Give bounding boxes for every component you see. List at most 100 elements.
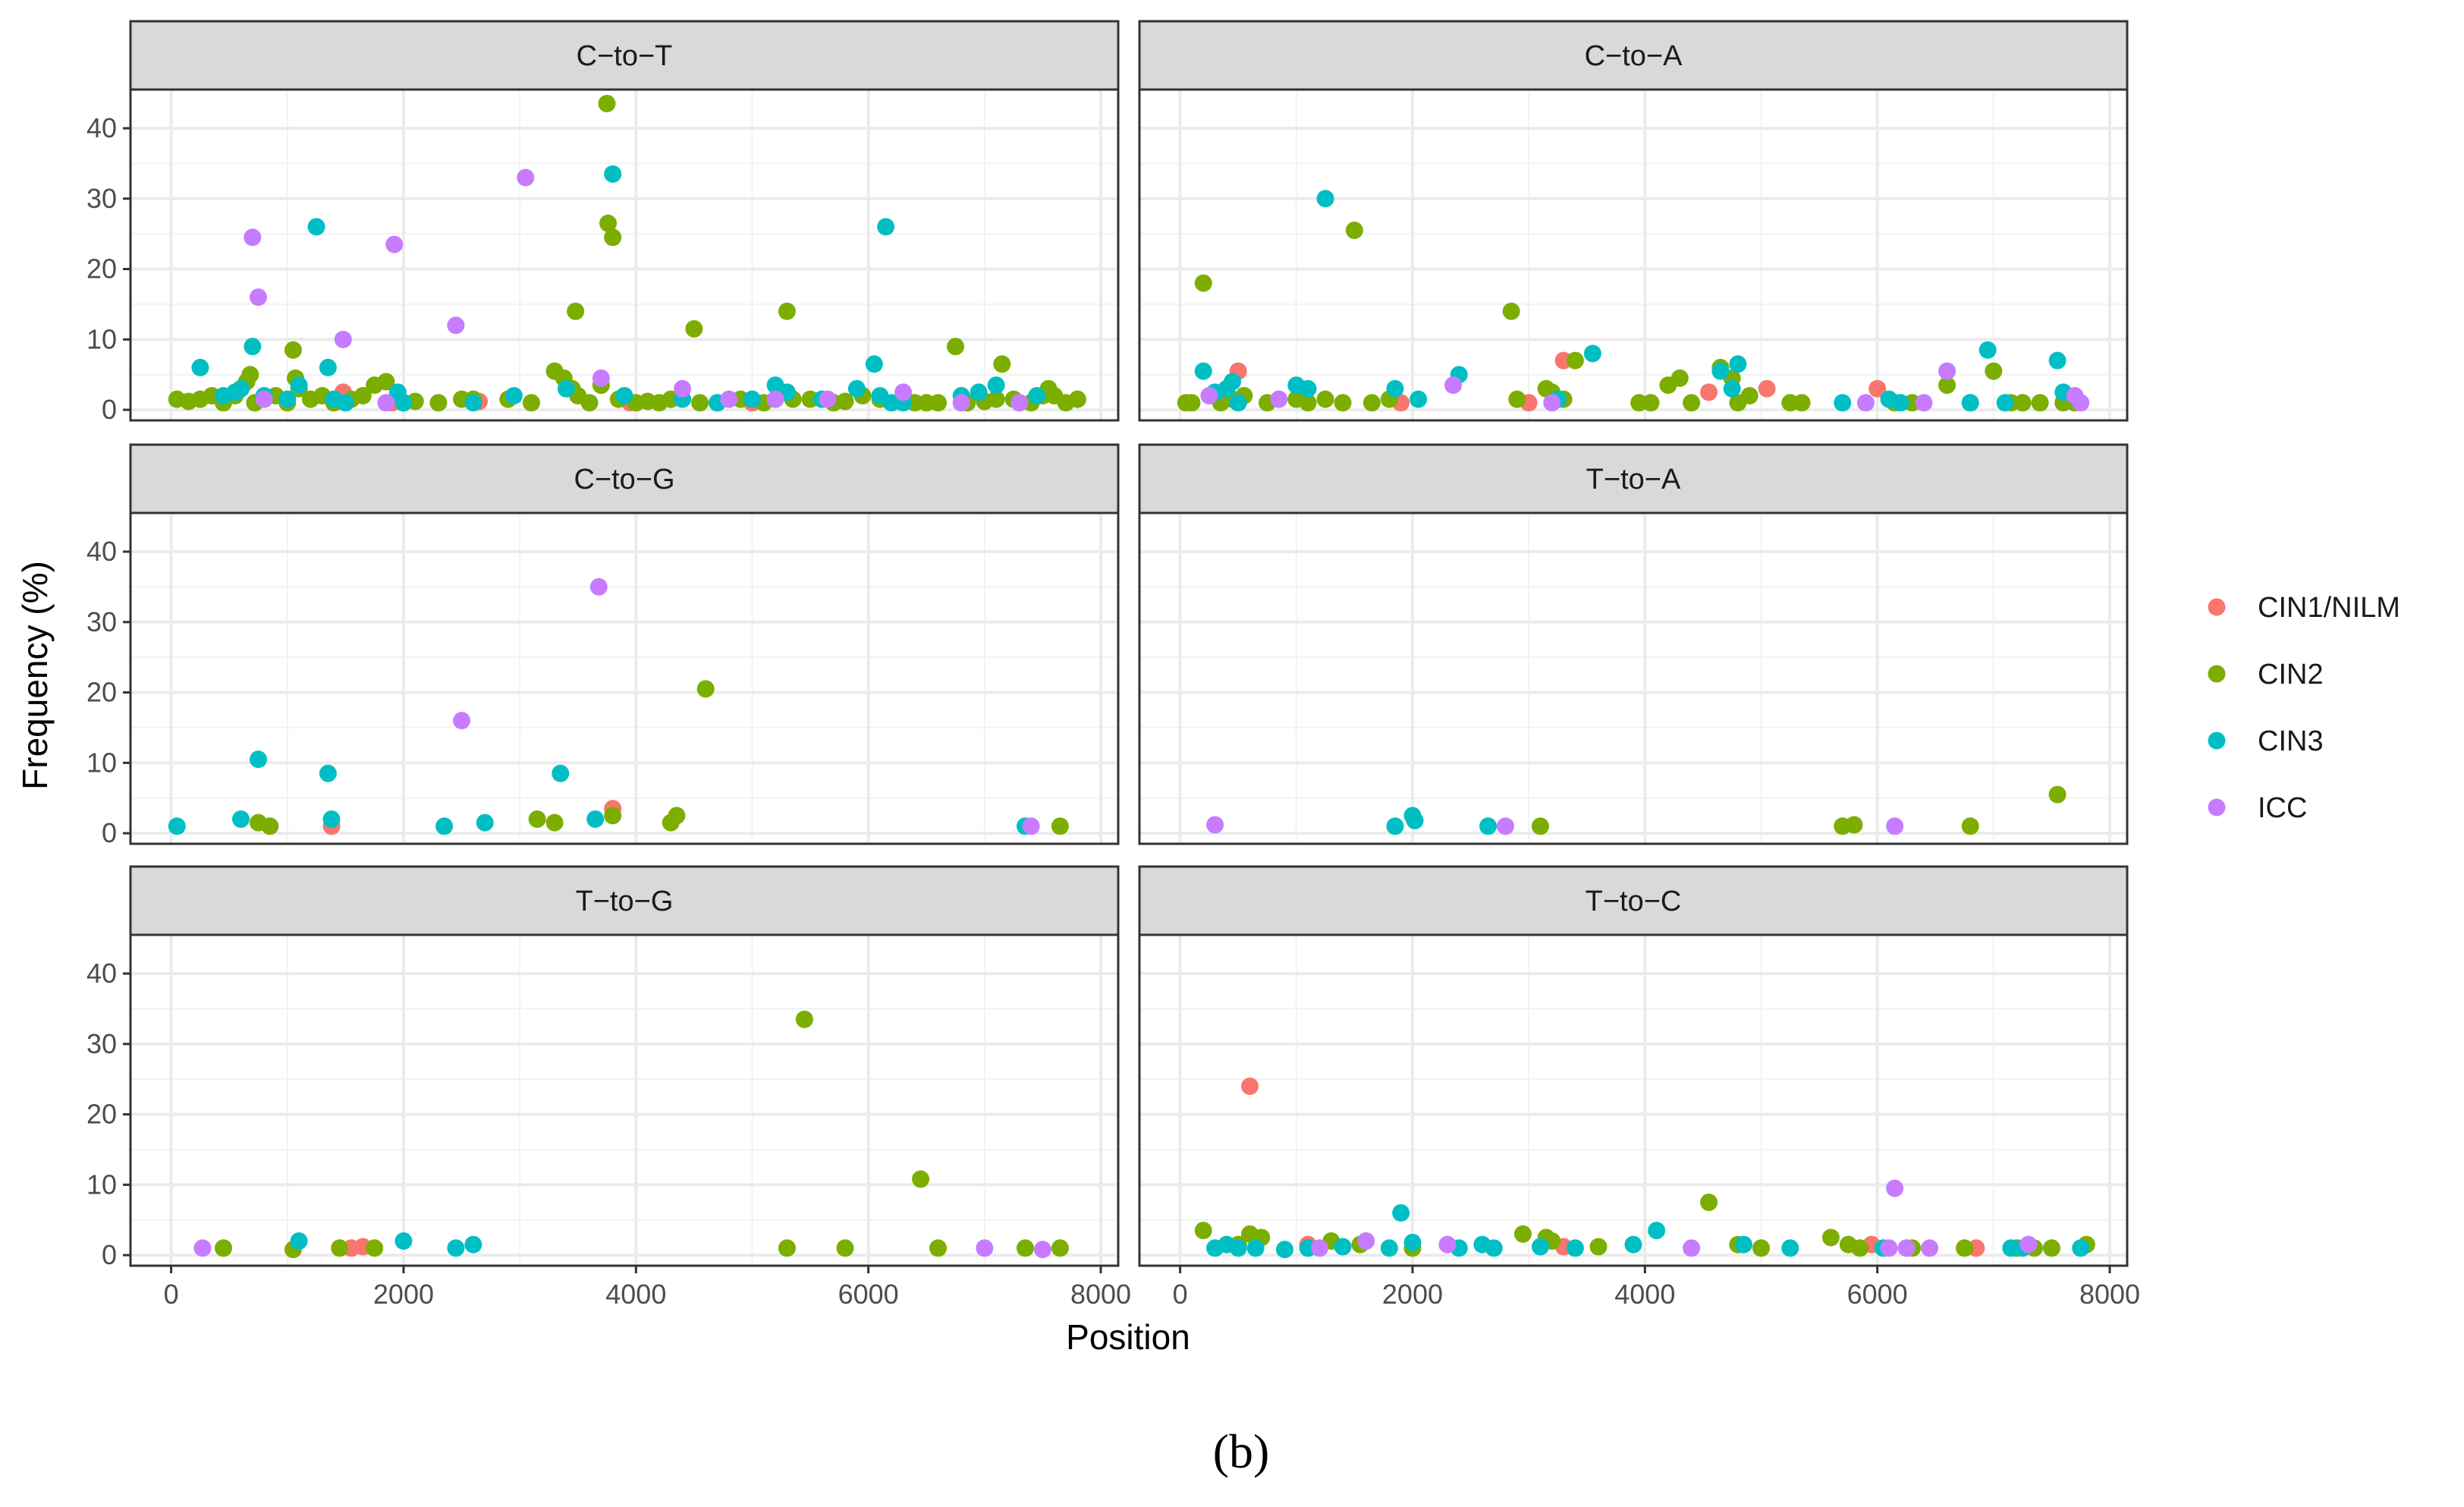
panel-border (1138, 933, 2129, 1267)
data-point (1194, 274, 1212, 292)
data-point (1897, 1239, 1916, 1257)
data-point (696, 680, 715, 698)
series-cin3 (290, 1232, 482, 1257)
data-point (557, 379, 575, 398)
data-point (743, 390, 761, 408)
data-point (604, 165, 622, 183)
plot-area (1139, 935, 2127, 1266)
data-point (1410, 390, 1428, 408)
y-tick-label: 10 (86, 747, 117, 778)
series-cin3 (191, 165, 1046, 412)
data-point (1735, 1235, 1753, 1254)
data-point (1357, 1232, 1375, 1251)
data-point (836, 392, 854, 411)
data-point (1740, 387, 1758, 405)
panel-title: T−to−A (1586, 464, 1681, 496)
data-point (1241, 1077, 1259, 1095)
series-icc (193, 1239, 1051, 1259)
data-point (1886, 1179, 1904, 1197)
data-point (1531, 817, 1549, 835)
y-tick-label: 30 (86, 606, 117, 637)
data-point (970, 383, 988, 401)
plot-area (130, 513, 1118, 844)
panel-title: C−to−A (1585, 40, 1683, 72)
x-tick-label: 2000 (373, 1279, 434, 1310)
data-point (1316, 190, 1334, 208)
data-point (1868, 379, 1887, 398)
data-point (307, 218, 325, 236)
data-point (244, 338, 262, 356)
series-icc (1200, 362, 2090, 412)
legend-key (2208, 798, 2226, 816)
data-point (1978, 341, 1997, 359)
x-tick-label: 4000 (1614, 1279, 1675, 1310)
data-point (1961, 817, 1979, 835)
x-tick-label: 2000 (1382, 1279, 1443, 1310)
data-point (795, 1010, 813, 1028)
panel-strip (1138, 865, 2129, 936)
panel-strip (1138, 20, 2129, 91)
data-point (255, 390, 273, 408)
data-point (1310, 1239, 1328, 1257)
y-tick-label: 0 (102, 1239, 117, 1270)
data-point (987, 376, 1005, 395)
data-point (1386, 379, 1404, 398)
series-cin2 (215, 1010, 1069, 1259)
x-tick-label: 0 (164, 1279, 179, 1310)
data-point (464, 394, 482, 412)
data-point (847, 379, 866, 398)
data-point (336, 394, 354, 412)
data-point (1996, 394, 2014, 412)
data-point (1670, 369, 1689, 387)
data-point (290, 376, 308, 395)
data-point (604, 228, 622, 247)
y-tick-label: 40 (86, 112, 117, 143)
data-point (586, 810, 605, 829)
series-cin2 (1531, 785, 2066, 835)
data-point (685, 319, 703, 338)
data-point (2013, 394, 2032, 412)
data-point (1206, 816, 1224, 834)
data-point (522, 394, 540, 412)
data-point (1033, 1241, 1051, 1259)
x-tick-label: 6000 (1847, 1279, 1908, 1310)
data-point (947, 338, 965, 356)
data-point (517, 168, 535, 187)
data-point (1334, 394, 1352, 412)
data-point (1700, 383, 1718, 401)
data-point (615, 387, 633, 405)
x-tick-label: 4000 (605, 1279, 666, 1310)
y-tick-label: 30 (86, 1028, 117, 1059)
data-point (1010, 394, 1029, 412)
panel-border (129, 88, 1120, 422)
x-axis-title: Position (1066, 1317, 1190, 1357)
data-point (278, 390, 297, 408)
data-point (1845, 816, 1863, 834)
data-point (778, 302, 796, 320)
data-point (894, 383, 913, 401)
data-point (1642, 394, 1660, 412)
series-cin3 (1206, 1203, 2090, 1259)
y-tick-label: 40 (86, 536, 117, 567)
data-point (1016, 1239, 1034, 1257)
data-point (331, 1239, 349, 1257)
data-point (319, 358, 337, 376)
legend-key (2208, 598, 2226, 616)
data-point (580, 394, 599, 412)
legend-label: ICC (2258, 792, 2307, 824)
data-point (1985, 362, 2003, 380)
data-point (464, 1235, 482, 1254)
data-point (865, 355, 883, 373)
data-point (819, 390, 837, 408)
data-point (1583, 345, 1601, 363)
data-point (1194, 362, 1212, 380)
data-point (1758, 379, 1776, 398)
data-point (1961, 394, 1979, 412)
data-point (261, 817, 279, 835)
panel-t-to-c: T−to−C (1138, 865, 2129, 1267)
panel-border (129, 933, 1120, 1267)
panels: C−to−T C−to−A C−to−G T−to−A T−to−G T−to−C (129, 20, 2129, 1267)
data-point (241, 366, 259, 384)
y-tick-label: 0 (102, 817, 117, 848)
data-point (1834, 394, 1852, 412)
